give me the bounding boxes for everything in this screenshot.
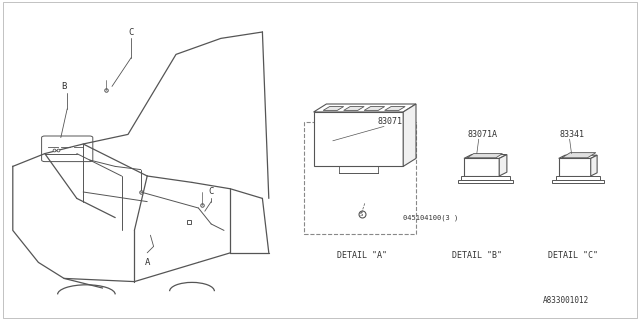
Polygon shape [559, 155, 597, 158]
Polygon shape [314, 104, 416, 112]
Text: B: B [61, 82, 67, 91]
Text: S: S [360, 212, 364, 217]
Text: 83071A: 83071A [467, 130, 497, 139]
Text: A: A [145, 258, 150, 267]
Polygon shape [364, 107, 385, 110]
Polygon shape [458, 180, 513, 183]
Text: DETAIL "A": DETAIL "A" [337, 252, 387, 260]
Polygon shape [556, 176, 600, 180]
Text: C: C [129, 28, 134, 36]
Text: A833001012: A833001012 [543, 296, 589, 305]
Polygon shape [461, 176, 510, 180]
Polygon shape [562, 153, 596, 158]
FancyBboxPatch shape [42, 136, 93, 162]
Polygon shape [552, 180, 604, 183]
Polygon shape [323, 107, 344, 110]
Polygon shape [464, 158, 499, 176]
Polygon shape [344, 107, 364, 110]
Text: DETAIL "C": DETAIL "C" [548, 252, 598, 260]
Polygon shape [464, 155, 507, 158]
Polygon shape [591, 155, 597, 176]
FancyBboxPatch shape [304, 122, 416, 234]
Text: 045104100(3 ): 045104100(3 ) [403, 214, 458, 221]
Polygon shape [314, 112, 403, 166]
Text: 83341: 83341 [560, 130, 585, 139]
Polygon shape [559, 158, 591, 176]
Polygon shape [467, 154, 502, 158]
Polygon shape [403, 104, 416, 166]
Text: C: C [209, 188, 214, 196]
Polygon shape [385, 107, 405, 110]
Text: DETAIL "B": DETAIL "B" [452, 252, 502, 260]
Polygon shape [499, 155, 507, 176]
Text: 83071: 83071 [378, 117, 403, 126]
